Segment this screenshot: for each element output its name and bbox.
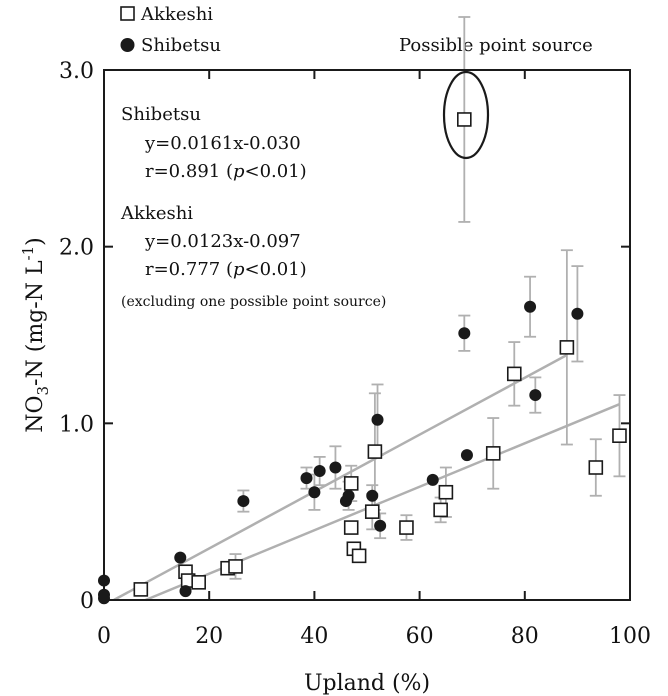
legend-shibetsu-marker <box>120 38 135 52</box>
point-shibetsu <box>460 449 473 462</box>
point-shibetsu <box>174 551 187 564</box>
shibetsu-equation: y=0.0161x-0.030 <box>144 133 301 154</box>
tick-labels: 0 20 40 60 80 100 0 1.0 2.0 3.0 <box>59 59 651 649</box>
point-shibetsu <box>329 461 342 474</box>
y-axis-title: NO3-N (mg-N L-1) <box>19 237 52 433</box>
point-shibetsu <box>529 389 542 402</box>
x-tick-label: 20 <box>195 624 223 649</box>
point-shibetsu <box>426 473 439 486</box>
akkeshi-equation: y=0.0123x-0.097 <box>144 231 301 252</box>
x-tick-label: 40 <box>300 624 328 649</box>
legend-shibetsu-label: Shibetsu <box>141 35 221 56</box>
point-akkeshi <box>364 504 380 519</box>
point-akkeshi <box>228 559 243 574</box>
y-tick-label: 2.0 <box>59 236 94 261</box>
point-akkeshi <box>438 484 454 500</box>
x-tick-label: 0 <box>97 624 111 649</box>
point-source-label: Possible point source <box>399 35 593 56</box>
shibetsu-title: Shibetsu <box>121 104 201 125</box>
akkeshi-correlation: r=0.777 (p<0.01) <box>145 259 307 280</box>
x-tick-label: 60 <box>406 624 434 649</box>
regression-annotations: Shibetsu y=0.0161x-0.030 r=0.891 (p<0.01… <box>120 104 386 310</box>
point-shibetsu <box>366 489 379 502</box>
point-akkeshi <box>343 520 359 535</box>
point-shibetsu <box>300 472 313 485</box>
point-shibetsu <box>458 327 471 340</box>
point-shibetsu <box>308 486 321 499</box>
regression-lines <box>113 353 620 602</box>
point-akkeshi <box>559 340 575 355</box>
point-akkeshi <box>506 366 522 382</box>
point-akkeshi <box>612 428 627 444</box>
legend-akkeshi-marker <box>120 6 135 21</box>
plot-frame <box>103 69 631 601</box>
point-shibetsu <box>571 307 584 320</box>
point-akkeshi <box>351 548 367 564</box>
legend: Akkeshi Shibetsu <box>120 4 221 56</box>
point-akkeshi <box>433 502 448 518</box>
y-tick-label: 3.0 <box>59 59 94 84</box>
point-shibetsu <box>374 519 387 532</box>
legend-akkeshi-label: Akkeshi <box>140 4 213 25</box>
axis-ticks <box>103 69 631 601</box>
x-tick-label: 80 <box>511 624 539 649</box>
y-tick-label: 0 <box>80 589 94 614</box>
point-akkeshi <box>367 444 383 459</box>
data-points <box>98 112 627 605</box>
x-axis-title: Upland (%) <box>304 671 430 696</box>
y-tick-label: 1.0 <box>59 412 94 437</box>
point-akkeshi <box>457 112 472 127</box>
point-akkeshi <box>191 575 206 590</box>
regression-line-shibetsu <box>113 353 568 601</box>
akkeshi-title: Akkeshi <box>120 203 193 224</box>
point-akkeshi <box>485 446 501 461</box>
x-tick-label: 100 <box>609 624 651 649</box>
point-source-ellipse <box>442 70 490 160</box>
shibetsu-correlation: r=0.891 (p<0.01) <box>145 161 307 182</box>
point-shibetsu <box>524 300 537 313</box>
point-akkeshi <box>399 520 414 535</box>
point-shibetsu <box>313 465 326 478</box>
excluding-note: (excluding one possible point source) <box>121 294 386 310</box>
point-shibetsu <box>371 413 384 426</box>
regression-line-akkeshi <box>145 403 620 602</box>
point-akkeshi <box>133 582 149 597</box>
point-shibetsu <box>237 495 250 508</box>
point-shibetsu <box>179 585 192 598</box>
point-akkeshi <box>588 460 604 475</box>
point-shibetsu <box>342 489 355 502</box>
point-akkeshi <box>343 476 359 491</box>
